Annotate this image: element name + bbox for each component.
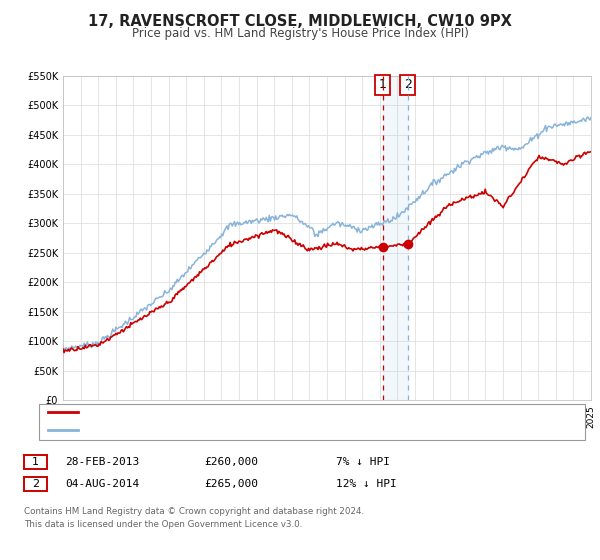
Text: Contains HM Land Registry data © Crown copyright and database right 2024.: Contains HM Land Registry data © Crown c… — [24, 507, 364, 516]
Text: 04-AUG-2014: 04-AUG-2014 — [65, 479, 139, 489]
Text: £265,000: £265,000 — [204, 479, 258, 489]
Text: HPI: Average price, detached house, Cheshire East: HPI: Average price, detached house, Ches… — [83, 425, 347, 435]
Bar — [383, 76, 407, 400]
Text: This data is licensed under the Open Government Licence v3.0.: This data is licensed under the Open Gov… — [24, 520, 302, 529]
Text: 2: 2 — [32, 479, 39, 489]
Text: 7% ↓ HPI: 7% ↓ HPI — [336, 457, 390, 467]
Text: 1: 1 — [32, 457, 39, 467]
Text: £260,000: £260,000 — [204, 457, 258, 467]
Text: 2: 2 — [404, 78, 412, 91]
Text: 28-FEB-2013: 28-FEB-2013 — [65, 457, 139, 467]
Text: 17, RAVENSCROFT CLOSE, MIDDLEWICH, CW10 9PX (detached house): 17, RAVENSCROFT CLOSE, MIDDLEWICH, CW10 … — [83, 407, 446, 417]
Text: 12% ↓ HPI: 12% ↓ HPI — [336, 479, 397, 489]
Text: 17, RAVENSCROFT CLOSE, MIDDLEWICH, CW10 9PX: 17, RAVENSCROFT CLOSE, MIDDLEWICH, CW10 … — [88, 14, 512, 29]
Text: 1: 1 — [379, 78, 387, 91]
Text: Price paid vs. HM Land Registry's House Price Index (HPI): Price paid vs. HM Land Registry's House … — [131, 27, 469, 40]
